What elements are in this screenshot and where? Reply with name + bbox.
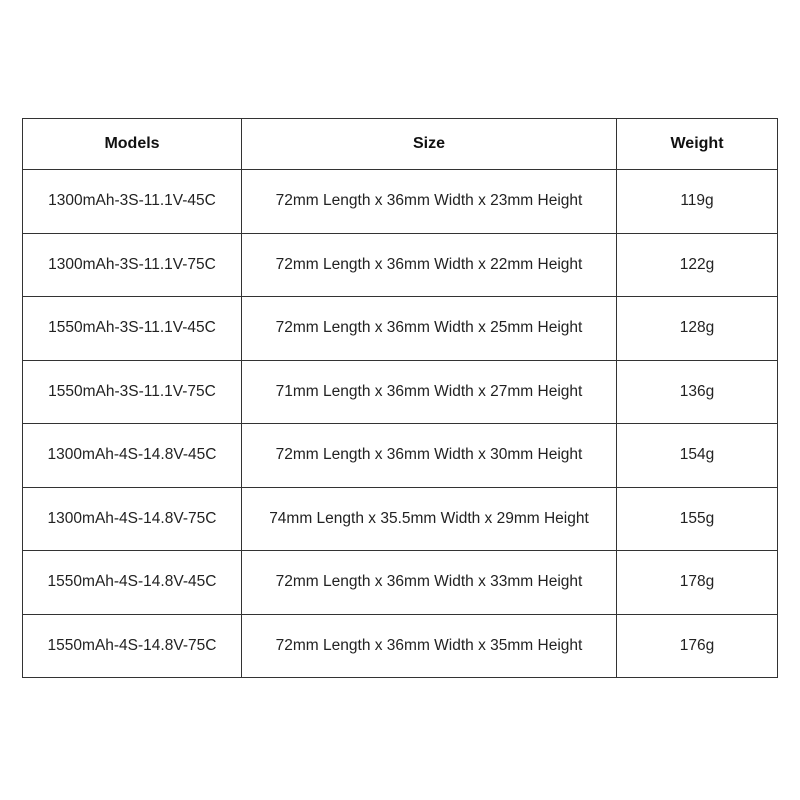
cell-model: 1300mAh-4S-14.8V-45C	[22, 423, 242, 488]
table-row: 1300mAh-4S-14.8V-45C 72mm Length x 36mm W…	[22, 423, 778, 488]
cell-weight: 155g	[616, 486, 778, 551]
cell-weight: 178g	[616, 550, 778, 615]
table-row: 1300mAh-3S-11.1V-45C 72mm Length x 36mm W…	[22, 169, 778, 234]
table-row: 1550mAh-3S-11.1V-75C 71mm Length x 36mm W…	[22, 359, 778, 424]
cell-weight: 154g	[616, 423, 778, 488]
cell-model: 1300mAh-3S-11.1V-45C	[22, 169, 242, 234]
cell-size: 74mm Length x 35.5mm Width x 29mm Height	[241, 486, 617, 551]
table-row: 1550mAh-3S-11.1V-45C 72mm Length x 36mm W…	[22, 296, 778, 361]
cell-size: 72mm Length x 36mm Width x 25mm Height	[241, 296, 617, 361]
cell-weight: 176g	[616, 613, 778, 678]
header-row: Models Size Weight	[22, 118, 778, 170]
cell-model: 1550mAh-3S-11.1V-45C	[22, 296, 242, 361]
header-size: Size	[241, 118, 617, 170]
cell-weight: 119g	[616, 169, 778, 234]
cell-size: 72mm Length x 36mm Width x 33mm Height	[241, 550, 617, 615]
header-models: Models	[22, 118, 242, 170]
table-row: 1550mAh-4S-14.8V-45C 72mm Length x 36mm W…	[22, 550, 778, 615]
cell-weight: 128g	[616, 296, 778, 361]
table-row: 1300mAh-4S-14.8V-75C 74mm Length x 35.5mm…	[22, 486, 778, 551]
table-row: 1550mAh-4S-14.8V-75C 72mm Length x 36mm W…	[22, 613, 778, 678]
cell-weight: 122g	[616, 232, 778, 297]
cell-model: 1300mAh-3S-11.1V-75C	[22, 232, 242, 297]
cell-size: 72mm Length x 36mm Width x 30mm Height	[241, 423, 617, 488]
table-row: 1300mAh-3S-11.1V-75C 72mm Length x 36mm W…	[22, 232, 778, 297]
cell-model: 1550mAh-3S-11.1V-75C	[22, 359, 242, 424]
cell-model: 1300mAh-4S-14.8V-75C	[22, 486, 242, 551]
cell-size: 72mm Length x 36mm Width x 23mm Height	[241, 169, 617, 234]
header-weight: Weight	[616, 118, 778, 170]
cell-size: 72mm Length x 36mm Width x 22mm Height	[241, 232, 617, 297]
cell-size: 72mm Length x 36mm Width x 35mm Height	[241, 613, 617, 678]
cell-model: 1550mAh-4S-14.8V-75C	[22, 613, 242, 678]
cell-size: 71mm Length x 36mm Width x 27mm Height	[241, 359, 617, 424]
cell-model: 1550mAh-4S-14.8V-45C	[22, 550, 242, 615]
battery-spec-table: Models Size Weight 1300mAh-3S-11.1V-45C 7…	[22, 118, 778, 678]
cell-weight: 136g	[616, 359, 778, 424]
